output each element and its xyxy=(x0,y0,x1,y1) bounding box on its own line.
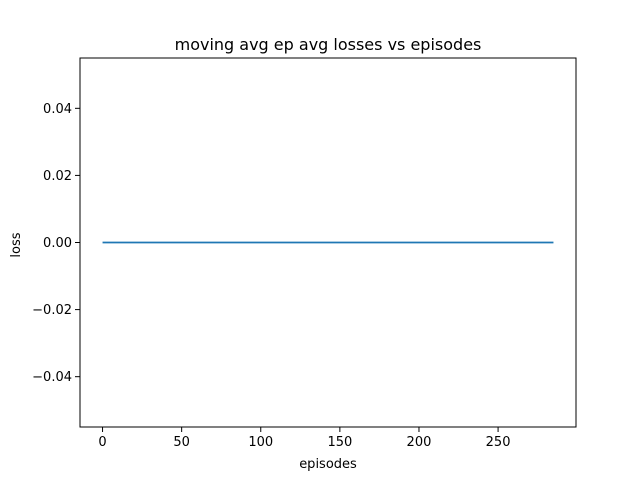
x-tick-label: 0 xyxy=(98,435,106,450)
y-tick-label: 0.02 xyxy=(43,169,72,184)
chart-title: moving avg ep avg losses vs episodes xyxy=(175,35,482,54)
x-axis-label: episodes xyxy=(299,457,357,472)
x-tick-label: 250 xyxy=(486,435,511,450)
y-tick-label: −0.04 xyxy=(32,370,72,385)
y-axis-ticks: −0.04 −0.02 0.00 0.02 0.04 xyxy=(32,102,80,385)
x-tick-label: 200 xyxy=(407,435,432,450)
y-axis-label: loss xyxy=(9,232,24,257)
x-axis-ticks: 0 50 100 150 200 250 xyxy=(98,427,510,450)
y-tick-label: 0.00 xyxy=(43,236,72,251)
x-tick-label: 50 xyxy=(173,435,190,450)
x-tick-label: 100 xyxy=(248,435,273,450)
axes-frame xyxy=(79,57,577,428)
y-tick-label: 0.04 xyxy=(43,102,72,117)
y-tick-label: −0.02 xyxy=(32,303,72,318)
x-tick-label: 150 xyxy=(327,435,352,450)
